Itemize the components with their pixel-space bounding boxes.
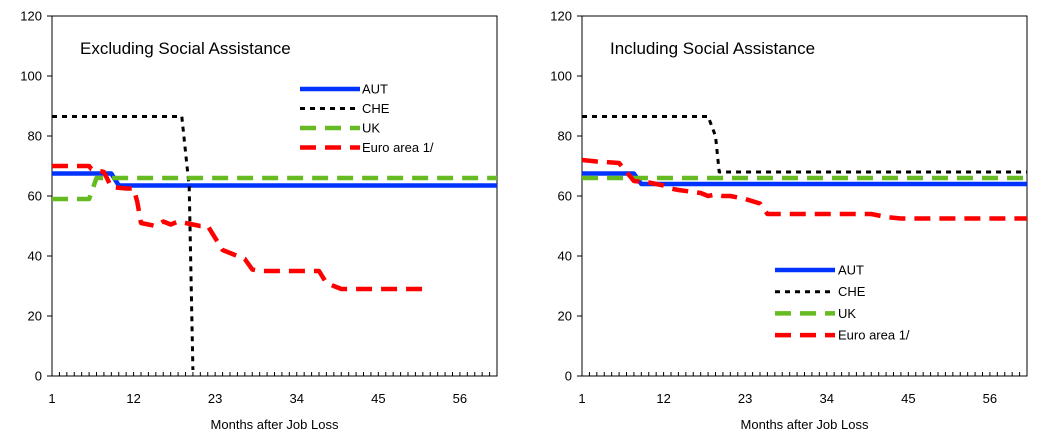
y-tick-label: 100 <box>550 69 572 84</box>
series-line-che <box>52 115 195 371</box>
x-tick-label: 1 <box>48 391 55 406</box>
series-line-euro-area-1 <box>582 157 1027 221</box>
x-axis-title: Months after Job Loss <box>211 417 339 432</box>
plot-area-frame <box>581 15 1028 377</box>
y-tick-label: 120 <box>20 9 42 24</box>
x-tick-label: 45 <box>371 391 385 406</box>
y-tick-label: 0 <box>35 369 42 384</box>
panel-title: Including Social Assistance <box>610 39 815 58</box>
x-tick-label: 45 <box>901 391 915 406</box>
y-tick-label: 20 <box>28 309 42 324</box>
legend-label-euro-area-1: Euro area 1/ <box>838 328 910 343</box>
x-tick-label: 12 <box>656 391 670 406</box>
y-tick-label: 20 <box>558 309 572 324</box>
x-tick-label: 23 <box>738 391 752 406</box>
x-tick-label: 34 <box>820 391 834 406</box>
legend-label-uk: UK <box>362 121 380 136</box>
legend-label-che: CHE <box>838 284 866 299</box>
legend-label-che: CHE <box>362 101 390 116</box>
y-tick-label: 40 <box>558 249 572 264</box>
legend-label-euro-area-1: Euro area 1/ <box>362 140 434 155</box>
y-tick-label: 60 <box>28 189 42 204</box>
y-tick-label: 120 <box>550 9 572 24</box>
legend: AUT CHE UK Euro area 1/ <box>300 82 434 155</box>
series-group <box>52 115 497 371</box>
x-tick-label: 1 <box>578 391 585 406</box>
legend-label-aut: AUT <box>838 263 864 278</box>
y-tick-label: 0 <box>565 369 572 384</box>
legend-label-aut: AUT <box>362 82 388 97</box>
plot-area-frame <box>51 15 498 377</box>
x-axis-title: Months after Job Loss <box>741 417 869 432</box>
x-tick-label: 23 <box>208 391 222 406</box>
series-line-uk <box>52 175 497 202</box>
x-tick-label: 12 <box>126 391 140 406</box>
chart-panel-1: 0 20 40 60 80 100 120 1 12 23 34 45 56 Months after J… <box>20 9 498 432</box>
y-tick-label: 100 <box>20 69 42 84</box>
y-tick-label: 80 <box>558 129 572 144</box>
series-line-che <box>582 115 1027 174</box>
x-tick-label: 56 <box>983 391 997 406</box>
x-tick-label: 56 <box>453 391 467 406</box>
legend-label-uk: UK <box>838 306 856 321</box>
y-tick-label: 80 <box>28 129 42 144</box>
series-group <box>582 115 1027 221</box>
y-tick-label: 40 <box>28 249 42 264</box>
panel-title: Excluding Social Assistance <box>80 39 291 58</box>
y-tick-label: 60 <box>558 189 572 204</box>
x-tick-label: 34 <box>290 391 304 406</box>
legend: AUT CHE UK Euro area 1/ <box>775 263 910 343</box>
chart-panel-2: 0 20 40 60 80 100 120 1 12 23 34 45 56 Months after J… <box>550 9 1028 432</box>
